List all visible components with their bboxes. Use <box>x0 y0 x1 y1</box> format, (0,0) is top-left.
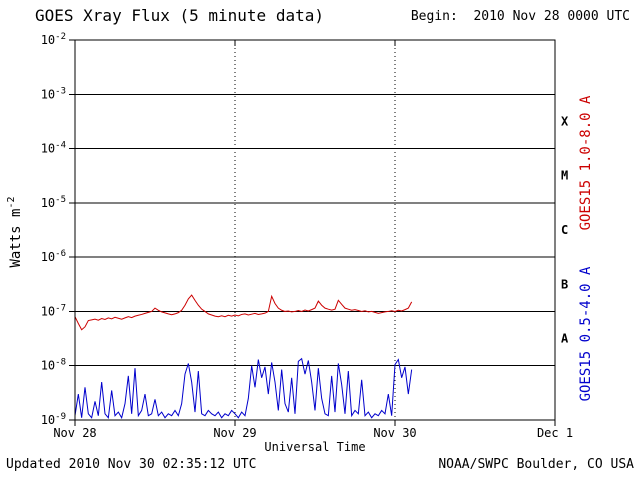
plot-border <box>74 39 556 421</box>
series-line-goes15-short <box>74 357 413 420</box>
organization-label: NOAA/SWPC Boulder, CO USA <box>438 457 634 472</box>
series-label-short: GOES15 0.5-4.0 A <box>578 266 594 402</box>
flux-class-letter: C <box>561 223 568 237</box>
chart-title: GOES Xray Flux (5 minute data) <box>35 6 324 25</box>
x-tick-label: Nov 29 <box>213 426 256 440</box>
y-tick-label: 10-9 <box>41 412 66 427</box>
series-label-long: GOES15 1.0-8.0 A <box>578 95 594 231</box>
x-axis-label: Universal Time <box>264 440 366 454</box>
flux-class-letter: M <box>561 169 568 183</box>
begin-label: Begin: 2010 Nov 28 0000 UTC <box>410 9 630 24</box>
x-tick-label: Nov 30 <box>373 426 416 440</box>
x-tick-label: Nov 28 <box>53 426 96 440</box>
updated-timestamp: Updated 2010 Nov 30 02:35:12 UTC <box>6 457 257 472</box>
y-axis-label-text: Watts m <box>7 208 24 268</box>
y-tick-label: 10-8 <box>41 358 66 373</box>
y-tick-label: 10-3 <box>41 86 66 101</box>
x-tick-label: Dec 1 <box>537 426 573 440</box>
flux-class-letter: X <box>561 114 569 128</box>
series-line-goes15-long <box>74 294 413 331</box>
y-tick-label: 10-7 <box>41 303 66 318</box>
y-tick-label: 10-6 <box>41 249 66 264</box>
flux-class-letter: B <box>561 277 568 291</box>
y-axis-label: Watts m-2 <box>6 196 24 267</box>
y-tick-label: 10-4 <box>41 141 66 156</box>
y-axis-label-exponent: -2 <box>6 196 18 209</box>
y-tick-label: 10-5 <box>41 195 66 210</box>
y-tick-label: 10-2 <box>41 32 66 47</box>
flux-class-letter: A <box>561 332 569 346</box>
